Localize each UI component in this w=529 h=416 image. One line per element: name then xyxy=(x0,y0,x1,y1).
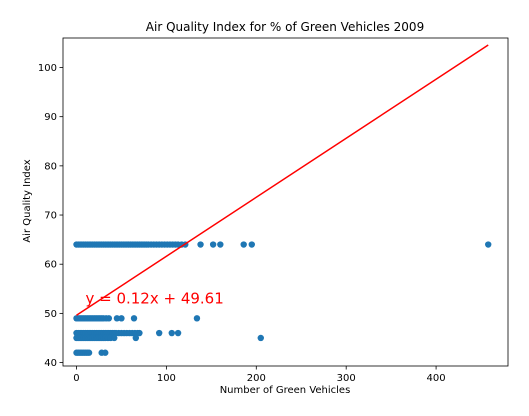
plot-frame xyxy=(62,37,509,367)
data-point xyxy=(248,241,255,248)
y-tick-label: 60 xyxy=(44,260,57,271)
data-point xyxy=(155,329,163,337)
regression-equation: y = 0.12x + 49.61 xyxy=(85,290,223,308)
x-tick-label: 200 xyxy=(247,373,266,384)
data-point xyxy=(105,315,113,322)
x-tick-label: 300 xyxy=(337,373,356,384)
data-point xyxy=(130,315,138,322)
data-point xyxy=(132,334,140,342)
data-point xyxy=(193,315,201,322)
data-point xyxy=(118,315,125,322)
data-point xyxy=(197,241,204,248)
data-point xyxy=(102,349,109,356)
x-tick-label: 100 xyxy=(157,373,176,384)
y-tick-label: 40 xyxy=(44,358,57,369)
y-tick-label: 50 xyxy=(44,309,57,320)
data-point xyxy=(240,241,247,248)
data-points xyxy=(73,241,492,356)
data-point xyxy=(111,334,118,342)
x-axis-ticks: 0 100 200 300 400 xyxy=(73,366,446,384)
y-tick-label: 100 xyxy=(38,63,57,74)
data-point xyxy=(168,329,175,337)
x-axis-label: Number of Green Vehicles xyxy=(220,385,351,396)
data-point xyxy=(113,315,121,322)
regression-line xyxy=(76,44,489,316)
y-axis-label: Air Quality Index xyxy=(22,159,33,242)
data-point xyxy=(485,241,492,248)
regression-line-group xyxy=(76,44,489,316)
plot-area xyxy=(63,38,508,366)
x-tick-label: 400 xyxy=(427,373,446,384)
data-point xyxy=(217,241,224,248)
y-tick-label: 90 xyxy=(44,112,57,123)
data-point xyxy=(209,241,217,248)
y-axis-ticks: 40 50 60 70 80 90 100 xyxy=(38,63,63,369)
y-tick-label: 80 xyxy=(44,161,57,172)
x-tick-label: 0 xyxy=(73,373,79,384)
y-tick-label: 70 xyxy=(44,211,57,222)
data-point xyxy=(174,329,182,337)
data-point xyxy=(136,329,143,337)
chart-title: Air Quality Index for % of Green Vehicle… xyxy=(146,20,424,34)
data-point xyxy=(257,334,264,342)
data-point xyxy=(85,349,93,356)
